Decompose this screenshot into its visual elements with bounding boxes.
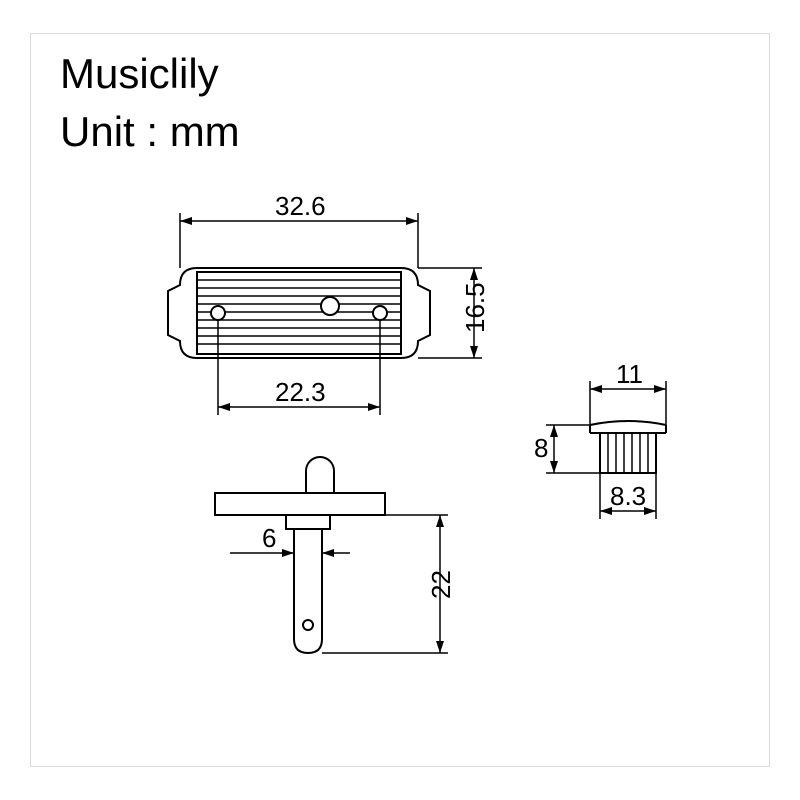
dim-22-3: 22.3 [275, 377, 326, 407]
dim-22: 22 [426, 570, 456, 599]
top-view: 32.6 22.3 16.5 [168, 191, 490, 415]
dimension-drawing: 32.6 22.3 16.5 [30, 33, 770, 767]
bushing-view: 11 8.3 8 [534, 359, 666, 519]
dim-16-5: 16.5 [460, 282, 490, 333]
side-view: 6 22 [215, 457, 456, 653]
dim-6: 6 [262, 523, 276, 553]
dim-8: 8 [534, 433, 548, 463]
dim-11: 11 [616, 359, 643, 389]
dim-8-3: 8.3 [610, 481, 646, 511]
dim-32-6: 32.6 [275, 191, 326, 221]
